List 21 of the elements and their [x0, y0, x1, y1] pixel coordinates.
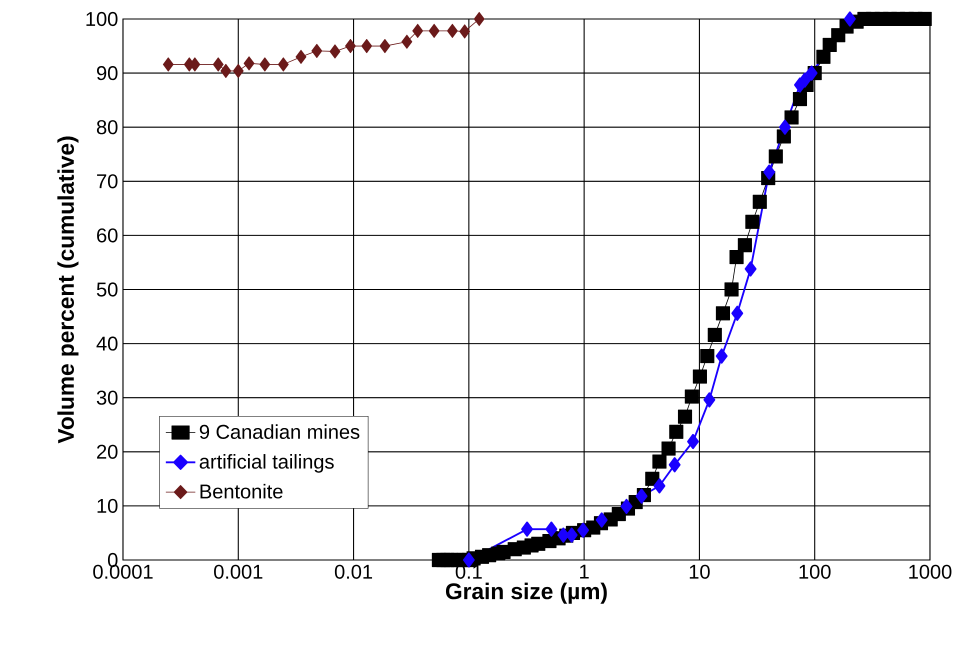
- y-tick-label: 60: [97, 228, 118, 242]
- y-tick-label: 40: [96, 336, 118, 351]
- x-tick-label: 1: [580, 564, 589, 578]
- y-tick-label: 100: [86, 12, 118, 26]
- x-tick-label: 10: [690, 564, 710, 579]
- y-tick-label: 10: [98, 498, 118, 513]
- y-axis-title: Volume percent (cumulative): [57, 136, 78, 444]
- x-tick-label: 1000: [909, 564, 952, 579]
- y-tick-label: 80: [96, 120, 118, 134]
- legend-label: artificial tailings: [200, 454, 334, 473]
- x-tick-label: 100: [800, 564, 831, 579]
- x-axis-title: Grain size (µm): [446, 582, 607, 604]
- legend-label: 9 Canadian mines: [200, 424, 360, 439]
- x-tick-label: 0.01: [334, 564, 372, 579]
- y-tick-label: 90: [96, 66, 118, 80]
- y-tick-label: 70: [97, 174, 118, 188]
- legend-label: Bentonite: [200, 484, 283, 499]
- x-tick-label: 0.001: [214, 564, 262, 579]
- y-tick-label: 50: [96, 282, 118, 297]
- y-tick-label: 30: [96, 390, 118, 405]
- y-tick-label: 20: [97, 444, 118, 459]
